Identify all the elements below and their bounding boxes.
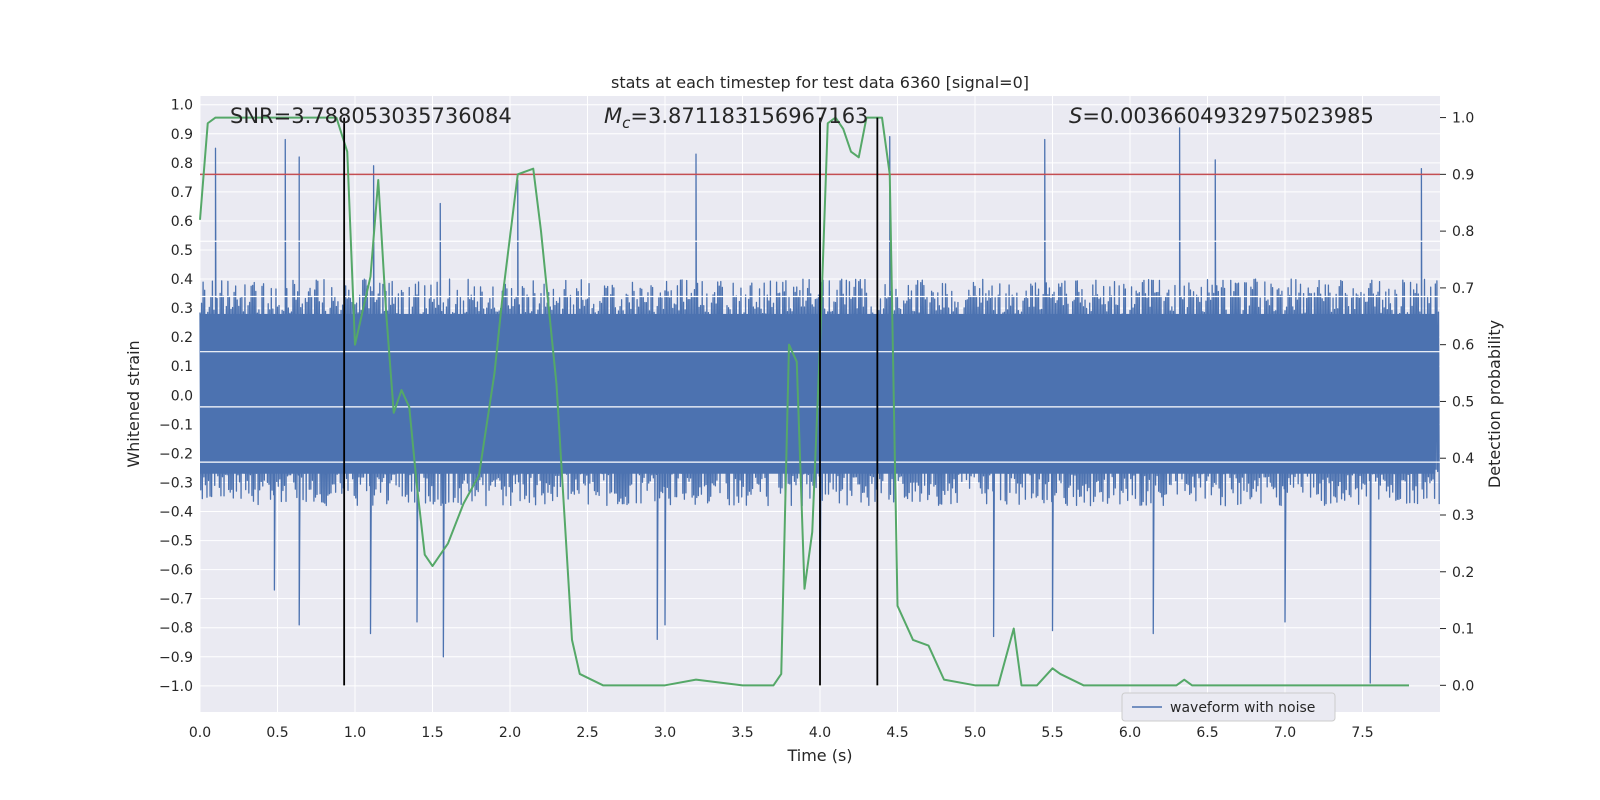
x-tick-label: 5.0 — [964, 725, 986, 741]
legend: waveform with noise — [1121, 692, 1336, 722]
y-tick-label-left: −0.6 — [159, 563, 193, 579]
y-tick-label-left: −1.0 — [159, 679, 193, 695]
x-tick-label: 4.5 — [886, 725, 908, 741]
waveform-series — [199, 118, 1440, 684]
x-tick-label: 2.0 — [499, 725, 521, 741]
y-tick-label-right: 0.3 — [1452, 508, 1474, 524]
y-tick-label-left: 0.2 — [171, 330, 193, 346]
y-tick-label-left: −0.5 — [159, 534, 193, 550]
y-tick-label-left: 0.5 — [171, 243, 193, 259]
chirp-mass-subscript: c — [622, 114, 631, 132]
y-tick-label-left: 0.3 — [171, 301, 193, 317]
y-tick-label-left: 0.1 — [171, 359, 193, 375]
legend-label: waveform with noise — [1170, 700, 1315, 716]
y-tick-label-left: −0.1 — [159, 417, 193, 433]
y-tick-label-right: 0.5 — [1452, 394, 1474, 410]
y-tick-label-right: 0.0 — [1452, 678, 1474, 694]
probability-series — [199, 116, 1409, 687]
y-tick-label-right: 0.4 — [1452, 451, 1474, 467]
y-tick-label-left: 0.8 — [171, 156, 193, 172]
y-axis-label-right: Detection probability — [1485, 320, 1504, 488]
x-tick-label: 7.5 — [1351, 725, 1373, 741]
x-tick-label: 1.5 — [421, 725, 443, 741]
chirp-mass-annotation: Mc=3.871183156967163 — [604, 104, 868, 132]
x-tick-label: 5.5 — [1041, 725, 1063, 741]
vertical-markers — [343, 117, 879, 686]
s-value: =0.0036604932975023985 — [1082, 104, 1374, 128]
y-tick-label-right: 0.7 — [1452, 281, 1474, 297]
chart-title: stats at each timestep for test data 636… — [611, 73, 1029, 92]
y-tick-label-right: 0.8 — [1452, 224, 1474, 240]
y-tick-label-left: −0.8 — [159, 621, 193, 637]
x-tick-label: 1.0 — [344, 725, 366, 741]
y-tick-label-left: 0.0 — [171, 388, 193, 404]
y-axis-label-left: Whitened strain — [124, 340, 143, 467]
x-tick-label: 3.5 — [731, 725, 753, 741]
y-tick-label-left: 1.0 — [171, 98, 193, 114]
x-tick-label: 0.0 — [189, 725, 211, 741]
y-tick-label-right: 0.9 — [1452, 167, 1474, 183]
x-tick-label: 6.5 — [1196, 725, 1218, 741]
legend-box — [1121, 692, 1336, 722]
x-tick-label: 7.0 — [1274, 725, 1296, 741]
x-axis-label: Time (s) — [786, 746, 852, 765]
x-tick-label: 0.5 — [266, 725, 288, 741]
snr-annotation: SNR=3.788053035736084 — [230, 104, 512, 128]
tick-labels: 0.0 0.5 1.0 1.5 2.0 2.5 3.0 3.5 4.0 4.5 5.0 5.5 6.0 6… — [159, 98, 1474, 741]
y-tick-label-right: 0.1 — [1452, 622, 1474, 638]
y-tick-label-left: −0.3 — [159, 475, 193, 491]
y-tick-label-right: 0.2 — [1452, 565, 1474, 581]
s-annotation: S=0.0036604932975023985 — [1069, 104, 1374, 128]
y-tick-label-right: 1.0 — [1452, 111, 1474, 127]
y-tick-label-left: 0.4 — [171, 272, 193, 288]
x-tick-label: 2.5 — [576, 725, 598, 741]
y-tick-label-left: −0.4 — [159, 505, 193, 521]
detection-probability-line — [199, 116, 1409, 687]
x-tick-label: 4.0 — [809, 725, 831, 741]
x-tick-label: 3.0 — [654, 725, 676, 741]
y-tick-label-left: −0.9 — [159, 650, 193, 666]
y-tick-label-right: 0.6 — [1452, 338, 1474, 354]
chirp-mass-value: =3.871183156967163 — [630, 104, 868, 128]
y-tick-label-left: −0.7 — [159, 592, 193, 608]
x-tick-label: 6.0 — [1119, 725, 1141, 741]
y-tick-label-left: −0.2 — [159, 446, 193, 462]
s-symbol: S — [1069, 104, 1082, 128]
y-tick-label-left: 0.7 — [171, 185, 193, 201]
y-tick-label-left: 0.9 — [171, 127, 193, 143]
y-tick-label-left: 0.6 — [171, 214, 193, 230]
chirp-mass-symbol: M — [604, 104, 622, 128]
